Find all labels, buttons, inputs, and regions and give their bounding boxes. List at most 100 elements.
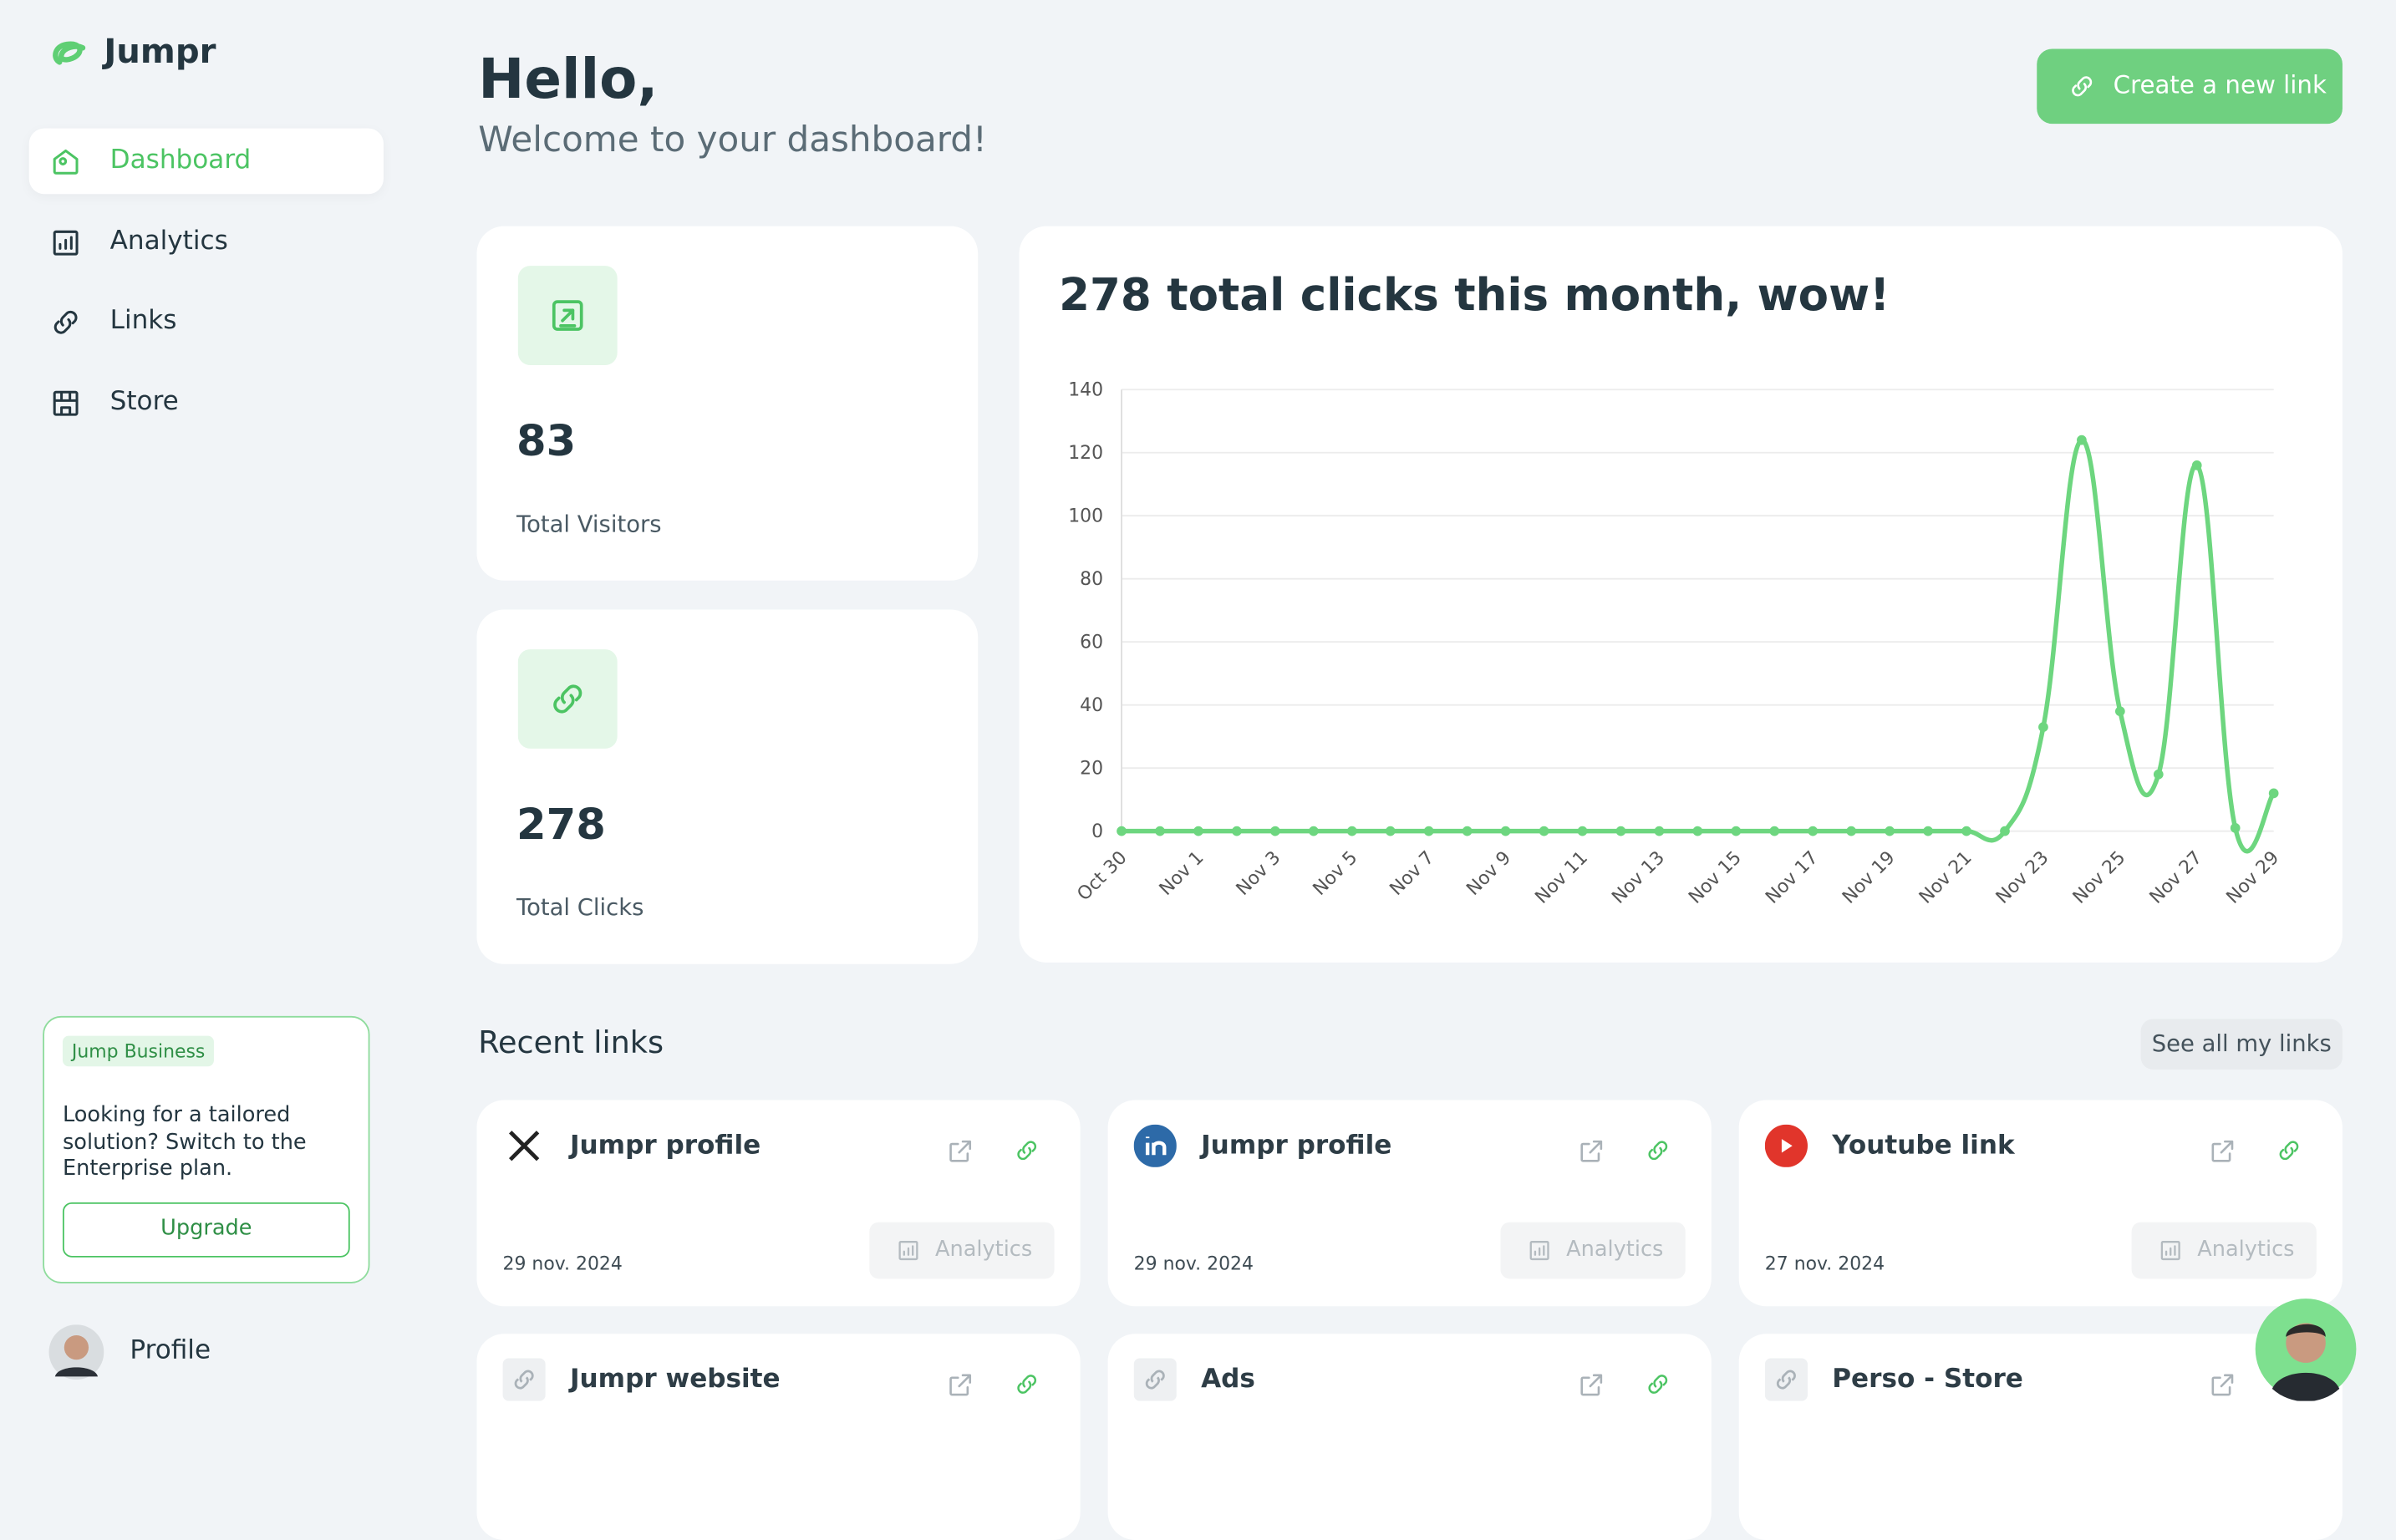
stat-value: 83 — [516, 415, 577, 466]
icon-shape — [553, 684, 582, 714]
x-logo — [509, 1131, 540, 1161]
icon-chart — [1529, 1241, 1549, 1261]
y-tick-label: 100 — [1068, 506, 1103, 527]
point — [1885, 826, 1895, 836]
link-card[interactable]: Youtube link 27 nov. 2024 Analytics — [1738, 1100, 2343, 1307]
app: Jumpr Dashboard Analytics Links Store Jump Bu… — [28, 33, 2357, 1540]
point — [1462, 826, 1473, 836]
x-tick-label: Nov 7 — [1386, 847, 1438, 900]
profile-label[interactable]: Profile — [130, 1335, 211, 1366]
point — [1193, 826, 1203, 836]
chart-card: 278 total clicks this month, wow! 0 20 40 60… — [1019, 226, 2343, 963]
link-logo — [1133, 1358, 1177, 1401]
icon-link — [53, 310, 78, 334]
x-tick-label: Nov 3 — [1233, 847, 1285, 900]
link-card[interactable]: Jumpr profile 29 nov. 2024 Analytics — [476, 1100, 1081, 1307]
nav-item[interactable]: Dashboard — [28, 128, 384, 195]
analytics-button[interactable]: Analytics — [869, 1222, 1055, 1279]
link-logo — [1764, 1124, 1808, 1167]
avatar-face — [64, 1335, 89, 1360]
stat-icon-box — [517, 266, 618, 365]
chart: 0 20 40 60 80 100 120 140 Oct 30 Nov 1 Nov 3 Nov 5 N… — [1068, 380, 2283, 908]
icon-shape — [1017, 1141, 1037, 1161]
point — [1961, 826, 1971, 836]
link-date: 27 nov. 2024 — [1764, 1253, 1885, 1274]
icon-chart — [53, 229, 79, 255]
nav-item[interactable]: Analytics — [29, 209, 384, 275]
icon-link — [2279, 1141, 2299, 1161]
icon-link — [1017, 1141, 1037, 1161]
icon-ext — [1580, 1140, 1603, 1162]
avatar-body — [54, 1367, 99, 1377]
icon-shape — [53, 149, 79, 175]
nav-label: Dashboard — [109, 145, 252, 176]
upgrade-button[interactable]: Upgrade — [62, 1202, 350, 1258]
generic-bg — [1133, 1358, 1177, 1401]
icon-home — [53, 149, 79, 175]
icon-shape — [949, 1140, 972, 1162]
y-tick-label: 0 — [1091, 821, 1103, 842]
y-tick-label: 140 — [1068, 380, 1103, 401]
icon-shape — [1648, 1141, 1668, 1161]
hello: Hello, — [478, 48, 659, 112]
icon-shape — [1529, 1241, 1549, 1261]
linkedin-mark — [1145, 1136, 1167, 1156]
point — [1654, 826, 1665, 836]
x-tick-label: Nov 27 — [2146, 847, 2207, 908]
icon-shape — [53, 310, 78, 334]
stat-label: Total Visitors — [516, 510, 662, 538]
youtube-play — [1781, 1139, 1793, 1153]
point — [1846, 826, 1857, 836]
link-title: Ads — [1201, 1364, 1255, 1395]
point — [2230, 823, 2241, 833]
icon-ext — [2211, 1140, 2234, 1162]
icon-store — [53, 389, 79, 415]
nav-item[interactable]: Links — [29, 289, 384, 355]
stat-label: Total Clicks — [516, 893, 644, 922]
link-card[interactable]: Perso - Store — [1738, 1334, 2343, 1540]
link-date: 29 nov. 2024 — [1133, 1253, 1254, 1274]
chat-avatar-body — [2271, 1372, 2340, 1401]
point — [2114, 706, 2125, 717]
icon-shape — [898, 1241, 918, 1261]
analytics-button[interactable]: Analytics — [2131, 1222, 2317, 1279]
generic-bg — [1764, 1358, 1808, 1401]
recent-title: Recent links — [478, 1024, 664, 1060]
link-card[interactable]: Jumpr profile 29 nov. 2024 Analytics — [1107, 1100, 1712, 1307]
icon-shape — [949, 1374, 972, 1396]
point — [2153, 769, 2164, 780]
brand: Jumpr — [104, 33, 216, 72]
point — [1577, 826, 1588, 836]
see-all-button[interactable]: See all my links — [2140, 1019, 2343, 1070]
link-card[interactable]: Ads — [1107, 1334, 1712, 1540]
link-card[interactable]: Jumpr website — [476, 1334, 1081, 1540]
x-tick-label: Nov 23 — [1992, 847, 2053, 908]
icon-shape — [2072, 76, 2093, 97]
point — [1232, 826, 1242, 836]
generic-link — [1145, 1370, 1165, 1390]
create-link-button[interactable]: Create a new link — [2037, 48, 2343, 125]
x-tick-label: Nov 15 — [1685, 847, 1746, 908]
logo-shape — [53, 41, 86, 65]
icon-ext — [1580, 1374, 1603, 1396]
link-title: Jumpr profile — [1201, 1131, 1392, 1161]
analytics-label: Analytics — [934, 1238, 1033, 1263]
icon-link — [2072, 76, 2093, 97]
icon-link — [1648, 1375, 1668, 1394]
icon-shape — [2211, 1140, 2234, 1162]
point — [1923, 826, 1933, 836]
analytics-button[interactable]: Analytics — [1500, 1222, 1686, 1279]
y-tick-label: 40 — [1080, 695, 1103, 716]
icon-shape — [2211, 1374, 2234, 1396]
link-title: Youtube link — [1832, 1131, 2015, 1161]
icon-shape — [1580, 1374, 1603, 1396]
icon-shape — [53, 389, 79, 415]
x-tick-label: Nov 1 — [1156, 847, 1208, 900]
point — [1769, 826, 1780, 836]
point — [1500, 826, 1511, 836]
point — [1270, 826, 1280, 836]
nav-item[interactable]: Store — [29, 369, 384, 435]
link-date: 29 nov. 2024 — [502, 1253, 623, 1274]
icon-chart — [898, 1241, 918, 1261]
chat-avatar-hair — [2286, 1324, 2326, 1337]
